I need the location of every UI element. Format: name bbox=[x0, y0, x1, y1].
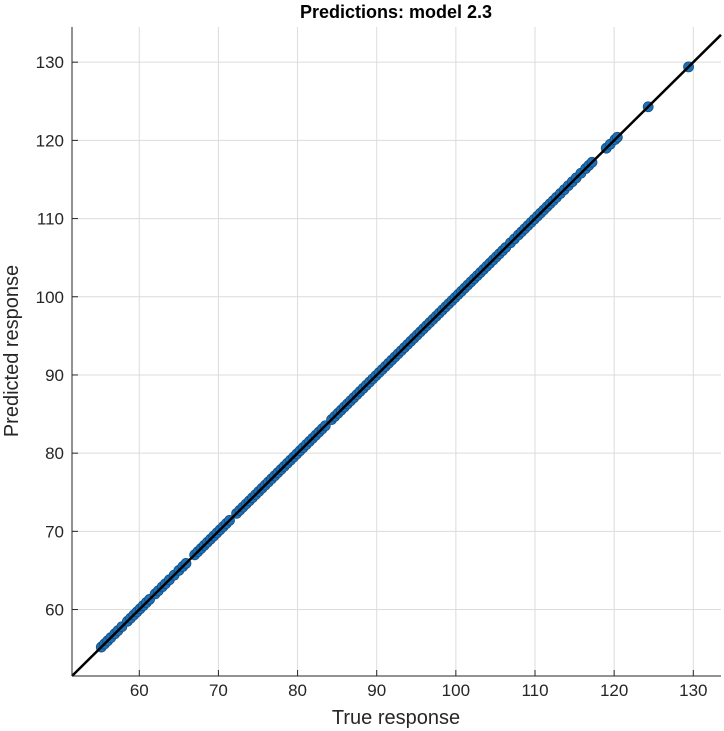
y-tick-label-6: 120 bbox=[36, 131, 64, 150]
x-tick-label-6: 120 bbox=[600, 681, 628, 700]
y-tick-label-1: 70 bbox=[45, 522, 64, 541]
x-tick-label-1: 70 bbox=[209, 681, 228, 700]
chart-title: Predictions: model 2.3 bbox=[300, 2, 492, 22]
x-tick-label-5: 110 bbox=[521, 681, 548, 700]
y-tick-label-5: 110 bbox=[37, 210, 64, 229]
x-tick-label-7: 130 bbox=[679, 681, 707, 700]
x-tick-label-3: 90 bbox=[367, 681, 386, 700]
y-tick-label-3: 90 bbox=[45, 366, 64, 385]
y-tick-label-2: 80 bbox=[45, 444, 64, 463]
y-tick-label-7: 130 bbox=[36, 53, 64, 72]
x-tick-label-2: 80 bbox=[288, 681, 307, 700]
y-tick-label-4: 100 bbox=[36, 288, 64, 307]
x-tick-label-4: 100 bbox=[442, 681, 470, 700]
identity-reference-line bbox=[71, 33, 722, 677]
axes bbox=[71, 27, 721, 677]
y-tick-label-0: 60 bbox=[45, 601, 64, 620]
grid bbox=[72, 27, 721, 676]
tick-labels: 60 70 80 90 100 110 120 130 60 70 80 90 100 110 120 130 bbox=[36, 53, 708, 700]
x-axis-label: True response bbox=[332, 707, 460, 729]
y-axis-label: Predicted response bbox=[1, 265, 23, 437]
reference-line-layer bbox=[71, 33, 722, 677]
x-tick-label-0: 60 bbox=[130, 681, 149, 700]
